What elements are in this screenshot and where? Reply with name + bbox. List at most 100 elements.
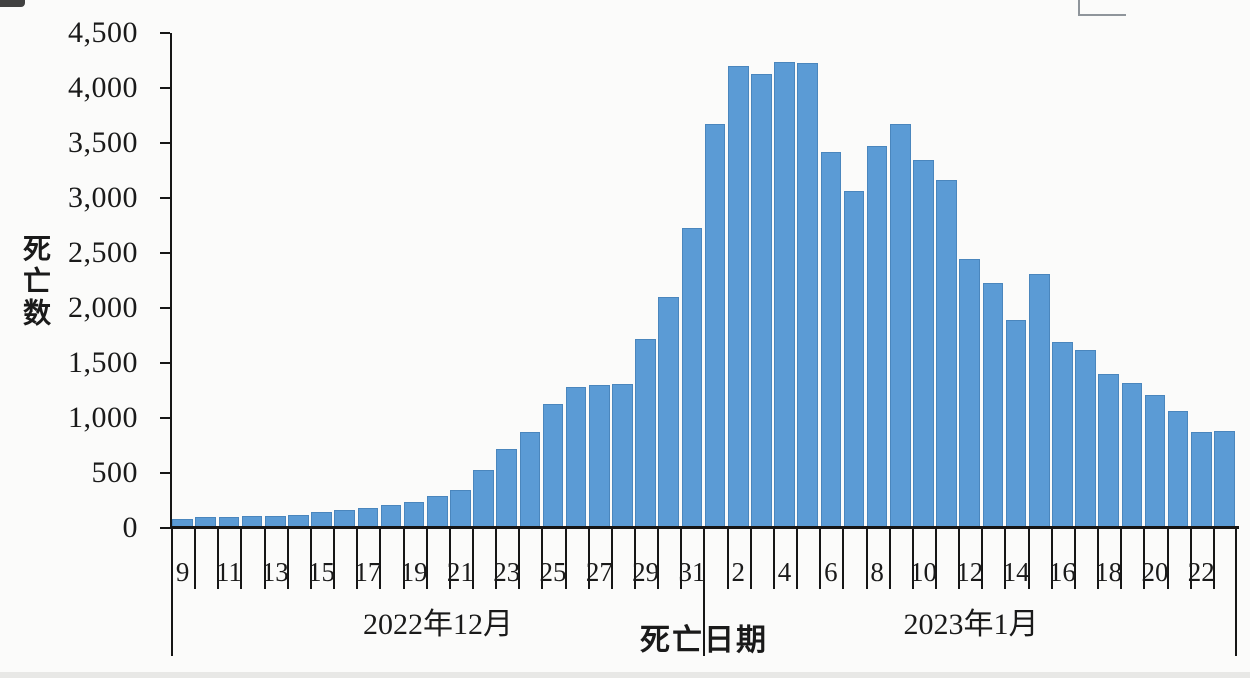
x-tick (194, 528, 197, 589)
x-date-label: 13 (261, 557, 289, 587)
x-tick (217, 528, 220, 589)
x-tick (911, 528, 914, 589)
x-tick (402, 528, 405, 589)
x-tick (772, 528, 775, 589)
x-tick (286, 528, 289, 589)
bar-2023-01-19 (1121, 382, 1143, 528)
x-tick (1120, 528, 1123, 589)
x-date-label: 9 (175, 557, 190, 587)
x-date-label: 8 (870, 557, 884, 587)
x-tick (564, 528, 567, 589)
x-tick (796, 528, 799, 589)
bar-2022-12-14 (288, 515, 309, 528)
bar-2022-12-20 (426, 496, 448, 528)
y-tick-label: 2,000 (68, 291, 138, 324)
x-tick (541, 528, 544, 589)
x-date-label: 21 (446, 557, 474, 587)
bar-2023-01-14 (1005, 320, 1027, 528)
period-label-january: 2023年1月 (903, 608, 1039, 641)
x-tick (240, 528, 243, 589)
y-tick (160, 362, 170, 364)
x-tick (1050, 528, 1053, 589)
y-tick (160, 307, 170, 309)
bar-2023-01-12 (959, 258, 981, 528)
bar-2023-01-07 (843, 191, 865, 528)
x-tick (425, 528, 428, 589)
x-tick (1004, 528, 1007, 589)
bar-2023-01-22 (1190, 432, 1212, 528)
bar-2023-01-13 (982, 282, 1004, 528)
bar-2022-12-10 (195, 517, 217, 528)
x-tick (634, 528, 637, 589)
x-date-label: 18 (1095, 557, 1123, 587)
bar-2022-12-19 (403, 501, 425, 528)
y-tick-label: 3,500 (68, 126, 138, 159)
y-axis-line (170, 33, 172, 528)
bar-2022-12-30 (658, 297, 680, 528)
y-tick-label: 0 (122, 511, 138, 544)
x-tick (448, 528, 451, 589)
bar-2023-01-10 (913, 159, 934, 528)
y-tick (160, 197, 170, 199)
bar-2023-01-08 (866, 146, 888, 528)
y-tick-label: 3,000 (68, 181, 138, 214)
bar-2022-12-16 (334, 509, 355, 528)
bar-2023-01-09 (890, 124, 911, 528)
bar-2023-01-17 (1075, 349, 1096, 528)
x-tick (1143, 528, 1146, 589)
bar-2023-01-16 (1052, 342, 1073, 528)
x-date-label: 22 (1187, 557, 1215, 587)
x-date-label: 29 (632, 557, 660, 587)
bar-2022-12-13 (264, 515, 286, 528)
bar-2023-01-02 (727, 66, 749, 528)
x-tick (379, 528, 382, 589)
bar-2022-12-26 (565, 387, 587, 528)
x-tick (935, 528, 938, 589)
x-tick (587, 528, 590, 589)
y-tick-label: 1,000 (68, 401, 138, 434)
x-axis-title: 死亡日期 (640, 624, 768, 657)
bar-2023-01-11 (936, 180, 957, 528)
bar-2022-12-23 (496, 449, 518, 528)
x-date-label: 20 (1141, 557, 1169, 587)
legend-box-corner (1078, 0, 1126, 16)
bar-2023-01-20 (1144, 394, 1166, 528)
x-date-label: 10 (909, 557, 937, 587)
bar-2023-01-04 (774, 61, 795, 528)
x-tick (888, 528, 891, 589)
x-date-label: 15 (308, 557, 335, 587)
x-tick (819, 528, 822, 589)
x-date-label: 2 (731, 557, 745, 587)
y-tick-label: 4,000 (68, 71, 138, 104)
y-tick (160, 32, 170, 34)
bar-2022-12-24 (519, 432, 541, 528)
x-date-label: 23 (493, 557, 521, 587)
bar-2022-12-25 (542, 403, 564, 528)
x-date-label: 31 (678, 557, 706, 587)
x-tick (1097, 528, 1100, 589)
bar-2022-12-22 (473, 469, 494, 528)
period-label-december: 2022年12月 (363, 608, 513, 641)
x-tick (309, 528, 312, 589)
x-tick (680, 528, 683, 589)
x-tick (865, 528, 868, 589)
x-tick (333, 528, 336, 589)
bar-2022-12-29 (635, 338, 656, 528)
x-tick (495, 528, 498, 589)
x-period-separator (1234, 528, 1237, 656)
bar-2023-01-01 (704, 124, 726, 528)
y-tick-label: 500 (91, 456, 138, 489)
y-tick-label: 2,500 (68, 236, 138, 269)
bar-2023-01-05 (797, 62, 818, 528)
bar-2023-01-15 (1028, 273, 1050, 528)
x-date-label: 11 (215, 557, 242, 587)
x-tick (356, 528, 359, 589)
y-tick (160, 87, 170, 89)
top-left-artifact (0, 0, 25, 7)
x-tick (958, 528, 961, 589)
x-tick (471, 528, 474, 589)
bar-2022-12-21 (450, 489, 471, 528)
x-date-label: 17 (354, 557, 382, 587)
x-tick (842, 528, 845, 589)
x-date-label: 4 (777, 557, 792, 587)
